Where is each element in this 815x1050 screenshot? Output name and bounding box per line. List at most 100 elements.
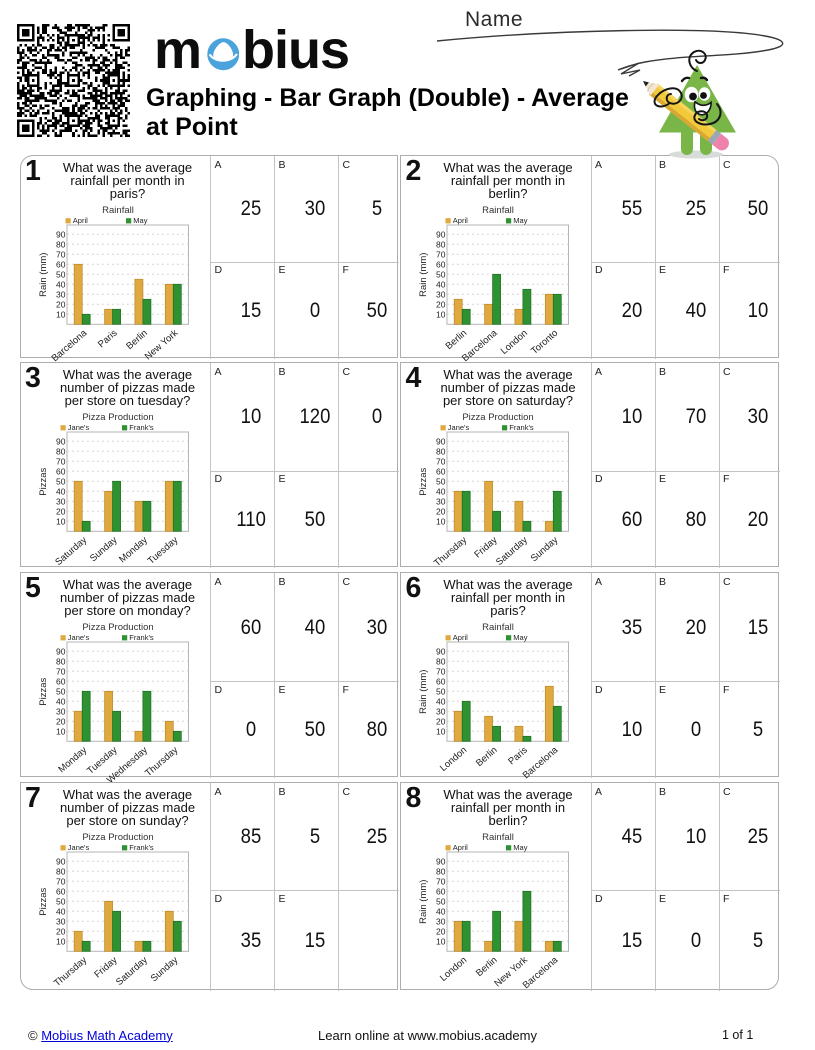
svg-text:70: 70 — [436, 876, 446, 886]
svg-text:Rain (mm): Rain (mm) — [418, 253, 429, 297]
svg-text:70: 70 — [56, 666, 66, 676]
svg-text:40: 40 — [56, 486, 66, 496]
svg-text:10: 10 — [436, 309, 446, 319]
svg-text:London: London — [499, 328, 530, 357]
svg-text:90: 90 — [56, 646, 66, 656]
svg-text:Sunday: Sunday — [88, 535, 120, 565]
svg-text:40: 40 — [56, 696, 66, 706]
svg-text:50: 50 — [56, 476, 66, 486]
svg-text:40: 40 — [56, 279, 66, 289]
svg-text:Rain (mm): Rain (mm) — [38, 253, 49, 297]
svg-text:Frank's: Frank's — [129, 423, 154, 432]
svg-text:20: 20 — [436, 716, 446, 726]
svg-text:Barcelona: Barcelona — [49, 327, 89, 364]
svg-text:10: 10 — [436, 516, 446, 526]
svg-text:30: 30 — [436, 496, 446, 506]
svg-text:May: May — [513, 216, 527, 225]
svg-text:Jane's: Jane's — [67, 633, 89, 642]
svg-text:80: 80 — [56, 239, 66, 249]
svg-text:Pizza Production: Pizza Production — [82, 412, 153, 423]
svg-text:50: 50 — [56, 269, 66, 279]
svg-text:Berlin: Berlin — [444, 328, 470, 352]
svg-text:Tuesday: Tuesday — [145, 535, 180, 567]
svg-text:Rainfall: Rainfall — [102, 205, 134, 216]
svg-text:40: 40 — [56, 906, 66, 916]
svg-text:Rainfall: Rainfall — [482, 622, 514, 633]
svg-text:Saturday: Saturday — [113, 955, 149, 988]
svg-text:April: April — [453, 843, 468, 852]
svg-text:Frank's: Frank's — [509, 423, 534, 432]
svg-text:90: 90 — [436, 229, 446, 239]
svg-text:Pizzas: Pizzas — [418, 467, 429, 495]
svg-text:Thursday: Thursday — [432, 535, 469, 569]
svg-text:Pizzas: Pizzas — [38, 887, 49, 915]
svg-text:20: 20 — [436, 926, 446, 936]
svg-text:Toronto: Toronto — [529, 328, 560, 357]
svg-text:90: 90 — [56, 229, 66, 239]
svg-text:70: 70 — [436, 249, 446, 259]
svg-text:50: 50 — [436, 269, 446, 279]
svg-text:Rainfall: Rainfall — [482, 205, 514, 216]
svg-text:50: 50 — [56, 686, 66, 696]
svg-text:20: 20 — [56, 716, 66, 726]
svg-text:40: 40 — [436, 696, 446, 706]
svg-text:10: 10 — [436, 726, 446, 736]
svg-text:30: 30 — [436, 916, 446, 926]
svg-text:30: 30 — [436, 289, 446, 299]
svg-text:Rainfall: Rainfall — [482, 832, 514, 843]
svg-text:90: 90 — [436, 646, 446, 656]
svg-text:Sunday: Sunday — [148, 955, 180, 985]
svg-text:London: London — [438, 955, 469, 984]
svg-text:April: April — [453, 633, 468, 642]
svg-text:60: 60 — [56, 676, 66, 686]
svg-text:April: April — [453, 216, 468, 225]
svg-text:50: 50 — [56, 896, 66, 906]
svg-text:90: 90 — [436, 436, 446, 446]
svg-text:70: 70 — [56, 456, 66, 466]
svg-text:60: 60 — [436, 676, 446, 686]
svg-text:50: 50 — [436, 896, 446, 906]
svg-text:20: 20 — [56, 506, 66, 516]
svg-text:50: 50 — [436, 476, 446, 486]
svg-text:30: 30 — [436, 706, 446, 716]
svg-text:New York: New York — [142, 328, 180, 363]
svg-text:30: 30 — [56, 496, 66, 506]
svg-text:70: 70 — [436, 666, 446, 676]
svg-text:Paris: Paris — [96, 328, 120, 351]
svg-text:Saturday: Saturday — [53, 535, 89, 568]
svg-text:Jane's: Jane's — [67, 423, 89, 432]
svg-text:Paris: Paris — [506, 745, 530, 768]
svg-text:Berlin: Berlin — [474, 955, 500, 979]
svg-text:30: 30 — [56, 916, 66, 926]
svg-text:May: May — [133, 216, 147, 225]
svg-text:May: May — [513, 633, 527, 642]
svg-text:90: 90 — [436, 856, 446, 866]
svg-text:Saturday: Saturday — [494, 535, 530, 568]
svg-text:50: 50 — [436, 686, 446, 696]
svg-text:80: 80 — [56, 656, 66, 666]
svg-text:Monday: Monday — [56, 745, 89, 776]
svg-text:Pizza Production: Pizza Production — [462, 412, 533, 423]
svg-text:Frank's: Frank's — [129, 633, 154, 642]
svg-text:Berlin: Berlin — [124, 328, 150, 352]
svg-text:Thursday: Thursday — [52, 955, 89, 989]
svg-text:80: 80 — [436, 239, 446, 249]
svg-text:Jane's: Jane's — [67, 843, 89, 852]
svg-text:Jane's: Jane's — [448, 423, 470, 432]
svg-text:May: May — [513, 843, 527, 852]
svg-text:80: 80 — [436, 866, 446, 876]
svg-text:Rain (mm): Rain (mm) — [418, 670, 429, 714]
svg-text:60: 60 — [436, 259, 446, 269]
svg-text:20: 20 — [436, 506, 446, 516]
svg-text:80: 80 — [56, 446, 66, 456]
svg-text:Frank's: Frank's — [129, 843, 154, 852]
svg-text:40: 40 — [436, 906, 446, 916]
svg-text:Thursday: Thursday — [143, 745, 180, 779]
svg-text:30: 30 — [56, 706, 66, 716]
svg-text:70: 70 — [436, 456, 446, 466]
svg-text:90: 90 — [56, 856, 66, 866]
svg-text:Pizza Production: Pizza Production — [82, 622, 153, 633]
svg-text:80: 80 — [436, 656, 446, 666]
svg-text:10: 10 — [436, 936, 446, 946]
svg-text:20: 20 — [436, 299, 446, 309]
